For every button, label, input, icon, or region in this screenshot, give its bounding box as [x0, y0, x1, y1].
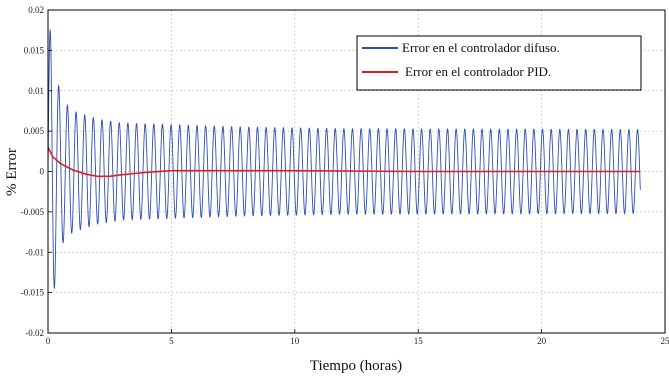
y-tick-label-6: -0.01 — [25, 247, 44, 257]
legend-label-difuso: Error en el controlador difuso. — [402, 40, 560, 55]
y-tick-label-4: 0 — [40, 167, 45, 177]
y-tick-label-1: 0.015 — [24, 45, 45, 55]
x-tick-label-4: 20 — [537, 336, 547, 346]
y-tick-label-2: 0.01 — [28, 86, 44, 96]
y-axis-label: % Error — [4, 148, 20, 196]
series-line-pid — [47, 146, 641, 178]
x-tick-label-0: 0 — [46, 336, 51, 346]
x-axis-label: Tiempo (horas) — [310, 358, 402, 374]
legend-box — [356, 35, 642, 91]
legend-label-pid: Error en el controlador PID. — [405, 64, 551, 79]
series-line-difuso — [47, 28, 641, 290]
y-tick-label-3: 0.005 — [24, 126, 45, 136]
y-tick-label-0: 0.02 — [28, 5, 44, 15]
legend: Error en el controlador difuso. Error en… — [356, 35, 642, 91]
x-tick-label-5: 25 — [661, 336, 669, 346]
series-layer — [47, 28, 641, 290]
y-tick-label-8: -0.02 — [25, 328, 44, 338]
axis-ticks: 0 5 10 15 20 25 0.02 0.015 0.01 0.005 0 -0.005 -0.01… — [21, 5, 669, 346]
x-tick-label-1: 5 — [169, 336, 174, 346]
x-tick-label-2: 10 — [290, 336, 300, 346]
y-tick-label-7: -0.015 — [21, 288, 45, 298]
x-tick-label-3: 15 — [414, 336, 424, 346]
y-tick-label-5: -0.005 — [21, 207, 45, 217]
